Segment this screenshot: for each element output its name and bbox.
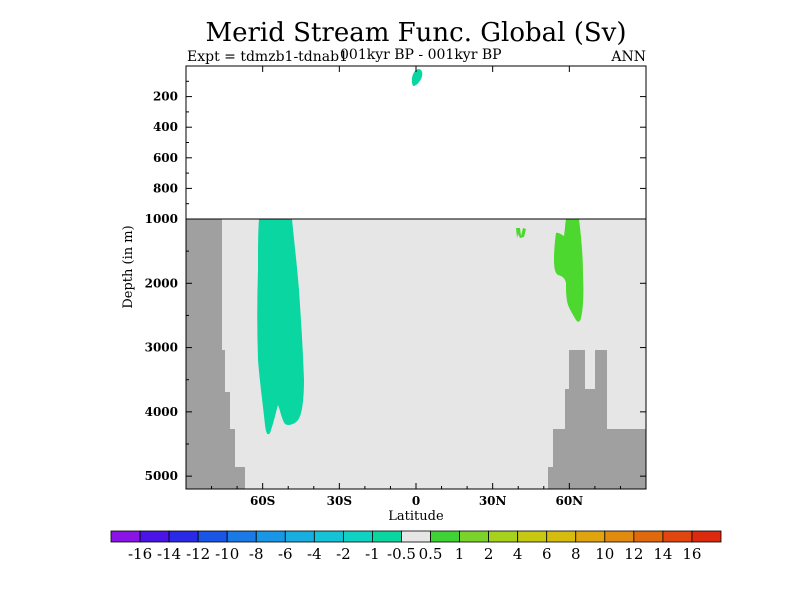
colorbar-label: 2 xyxy=(484,545,494,563)
y-tick-label: 5000 xyxy=(145,469,178,483)
colorbar-swatch xyxy=(605,531,634,542)
y-tick-label: 600 xyxy=(153,151,178,165)
colorbar-label: -12 xyxy=(186,545,210,563)
colorbar-label: -6 xyxy=(278,545,293,563)
colorbar-swatch xyxy=(576,531,605,542)
y-tick-label: 400 xyxy=(153,120,178,134)
y-tick-label: 2000 xyxy=(145,276,178,290)
colorbar-swatch xyxy=(140,531,169,542)
y-tick-label: 200 xyxy=(153,90,178,104)
colorbar-swatch xyxy=(256,531,285,542)
colorbar-label: 4 xyxy=(513,545,523,563)
y-axis-label: Depth (in m) xyxy=(121,225,136,308)
colorbar-label: 6 xyxy=(542,545,552,563)
colorbar-label: 8 xyxy=(571,545,581,563)
y-tick-label: 800 xyxy=(153,181,178,195)
x-tick-label: 60S xyxy=(250,494,275,508)
colorbar-swatch xyxy=(111,531,140,542)
colorbar: -16-14-12-10-8-6-4-2-1-0.50.512468101214… xyxy=(111,531,721,563)
colorbar-label: -10 xyxy=(215,545,239,563)
y-tick-label: 1000 xyxy=(145,212,178,226)
colorbar-label: -2 xyxy=(336,545,351,563)
colorbar-swatch xyxy=(634,531,663,542)
x-tick-label: 60N xyxy=(555,494,583,508)
colorbar-label: 12 xyxy=(624,545,643,563)
colorbar-swatch xyxy=(692,531,721,542)
colorbar-label: -4 xyxy=(307,545,322,563)
colorbar-swatch xyxy=(343,531,372,542)
colorbar-swatch xyxy=(372,531,401,542)
x-tick-label: 0 xyxy=(412,494,420,508)
colorbar-swatch xyxy=(169,531,198,542)
colorbar-swatch xyxy=(198,531,227,542)
colorbar-label: 16 xyxy=(682,545,701,563)
x-axis-label: Latitude xyxy=(388,509,444,524)
y-tick-label: 3000 xyxy=(145,341,178,355)
colorbar-label: -14 xyxy=(157,545,181,563)
colorbar-label: 1 xyxy=(455,545,465,563)
colorbar-label: -16 xyxy=(128,545,152,563)
x-tick-label: 30S xyxy=(327,494,352,508)
colorbar-swatch xyxy=(285,531,314,542)
colorbar-swatch xyxy=(460,531,489,542)
y-tick-label: 4000 xyxy=(145,405,178,419)
chart-canvas: 60S30S030N60N 20040060080010002000300040… xyxy=(0,0,800,600)
colorbar-label: 14 xyxy=(653,545,672,563)
colorbar-swatch xyxy=(489,531,518,542)
colorbar-label: -8 xyxy=(249,545,264,563)
colorbar-swatch xyxy=(401,531,430,542)
colorbar-swatch xyxy=(227,531,256,542)
colorbar-label: -1 xyxy=(365,545,380,563)
colorbar-swatch xyxy=(547,531,576,542)
colorbar-swatch xyxy=(314,531,343,542)
colorbar-label: 10 xyxy=(595,545,614,563)
colorbar-swatch xyxy=(663,531,692,542)
x-tick-label: 30N xyxy=(479,494,507,508)
colorbar-swatch xyxy=(431,531,460,542)
colorbar-label: 0.5 xyxy=(419,545,443,563)
colorbar-swatch xyxy=(518,531,547,542)
upper-panel-background xyxy=(186,66,646,219)
colorbar-label: -0.5 xyxy=(387,545,416,563)
